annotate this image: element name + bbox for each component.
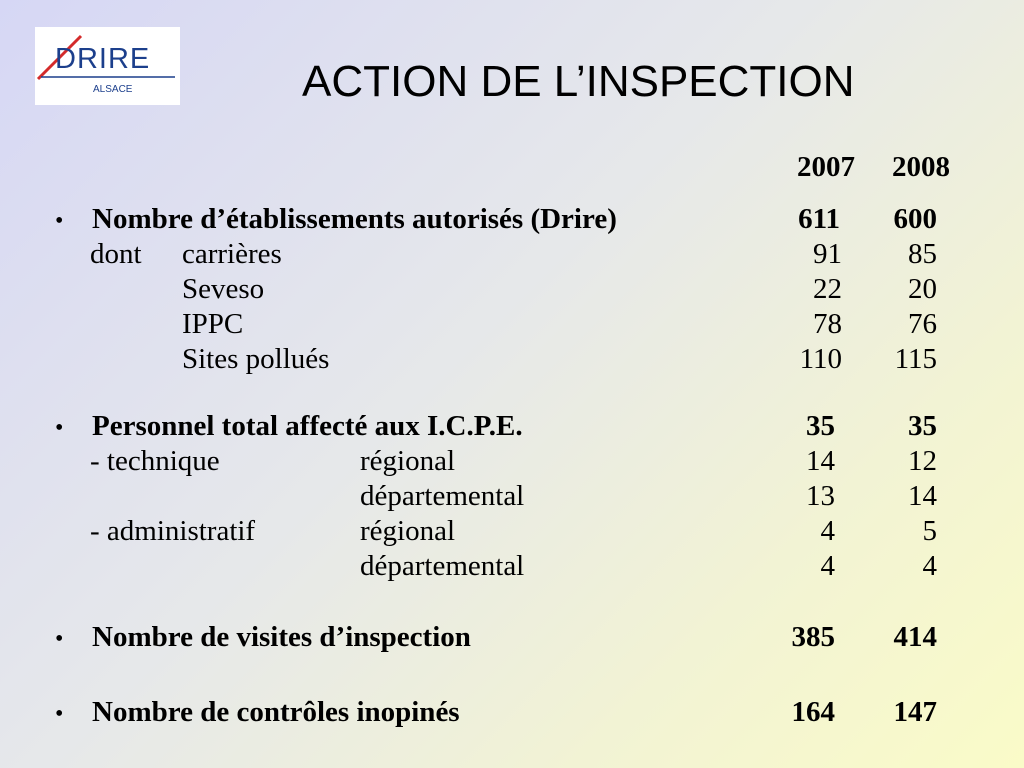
controles-2007: 164 — [791, 696, 836, 728]
year-header-2008: 2008 — [892, 151, 950, 183]
bullet-personnel: • — [55, 415, 64, 441]
personnel-label: Personnel total affecté aux I.C.P.E. — [92, 410, 523, 442]
row-value-2007: 91 — [813, 238, 842, 270]
logo-name: DRIRE — [55, 43, 151, 75]
row-value-2008: 76 — [908, 308, 937, 340]
dont-label: dont — [90, 238, 142, 270]
row-label: Seveso — [182, 273, 265, 305]
etablissements-2007: 611 — [798, 203, 840, 235]
row-value-2007: 13 — [806, 480, 835, 512]
etablissements-label: Nombre d’établissements autorisés (Drire… — [92, 203, 617, 235]
logo-swoosh — [36, 34, 175, 81]
row-value-2008: 12 — [908, 445, 937, 477]
row-label: IPPC — [182, 308, 244, 340]
row-value-2008: 20 — [908, 273, 937, 305]
row-value-2008: 4 — [922, 550, 938, 582]
row-label: régional — [360, 445, 456, 477]
row-label: carrières — [182, 238, 282, 270]
personnel-2007: 35 — [806, 410, 835, 442]
visites-2007: 385 — [791, 621, 836, 653]
logo-region: ALSACE — [93, 84, 133, 95]
row-value-2007: 14 — [806, 445, 835, 477]
visites-2008: 414 — [893, 621, 938, 653]
administratif-label: - administratif — [90, 515, 256, 547]
row-value-2007: 110 — [799, 343, 842, 375]
bullet-controles: • — [55, 701, 64, 727]
drire-logo: DRIRE ALSACE — [35, 27, 180, 105]
row-value-2008: 14 — [908, 480, 937, 512]
row-label: régional — [360, 515, 456, 547]
row-value-2007: 78 — [813, 308, 842, 340]
bullet-etablissements: • — [55, 208, 64, 234]
page-title: ACTION DE L’INSPECTION — [302, 57, 855, 106]
etablissements-2008: 600 — [893, 203, 938, 235]
row-label: Sites pollués — [182, 343, 330, 375]
row-label: départemental — [360, 480, 525, 512]
bullet-visites: • — [55, 626, 64, 652]
row-value-2007: 4 — [820, 515, 836, 547]
row-value-2007: 4 — [820, 550, 836, 582]
year-header-2007: 2007 — [797, 151, 855, 183]
controles-2008: 147 — [893, 696, 938, 728]
row-value-2008: 115 — [894, 343, 937, 375]
personnel-2008: 35 — [908, 410, 937, 442]
technique-label: - technique — [90, 445, 220, 477]
row-value-2008: 85 — [908, 238, 937, 270]
row-value-2008: 5 — [922, 515, 938, 547]
row-label: départemental — [360, 550, 525, 582]
controles-label: Nombre de contrôles inopinés — [92, 696, 460, 728]
row-value-2007: 22 — [813, 273, 842, 305]
visites-label: Nombre de visites d’inspection — [92, 621, 471, 653]
